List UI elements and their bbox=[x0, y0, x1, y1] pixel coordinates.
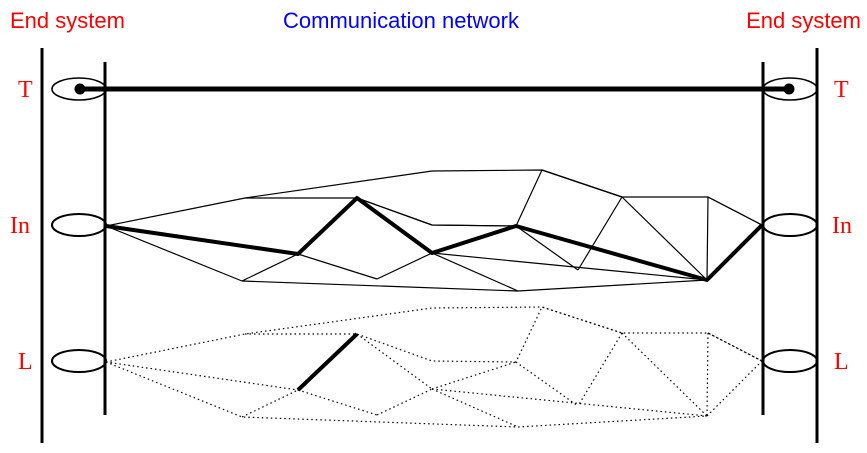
left-layer-t-label: T bbox=[18, 77, 33, 103]
transport-connection bbox=[51, 77, 818, 101]
left-layer-in-label: In bbox=[10, 213, 30, 239]
right-layer-l-label: L bbox=[834, 349, 849, 375]
link-edge bbox=[621, 332, 708, 417]
left-l-endpoint-ellipse bbox=[51, 349, 107, 373]
mesh-edge bbox=[431, 252, 519, 292]
end-system-boundaries bbox=[40, 48, 819, 443]
active-link-segment bbox=[296, 332, 359, 392]
link-edge bbox=[706, 360, 763, 417]
link-edge bbox=[515, 361, 579, 407]
mesh-edge bbox=[706, 196, 709, 281]
link-upper-outline bbox=[105, 306, 763, 363]
link-edge bbox=[431, 361, 517, 390]
mesh-edge bbox=[376, 252, 433, 280]
mesh-edge bbox=[297, 253, 378, 280]
link-edge bbox=[356, 333, 433, 390]
right-end-system-title: End system bbox=[746, 8, 861, 33]
link-edge bbox=[241, 389, 299, 418]
link-edge bbox=[376, 388, 433, 416]
mesh-edge bbox=[515, 225, 579, 271]
link-edge bbox=[431, 388, 708, 417]
mesh-upper-outline bbox=[105, 169, 763, 227]
link-edge bbox=[706, 332, 709, 417]
link-upper-inner bbox=[245, 306, 623, 363]
routed-path-line bbox=[105, 196, 764, 282]
mesh-upper-inner bbox=[245, 169, 623, 227]
mesh-edge bbox=[707, 196, 763, 226]
mesh-edge bbox=[431, 252, 708, 281]
communication-network-title: Communication network bbox=[283, 8, 519, 33]
internet-layer-mesh bbox=[105, 169, 763, 292]
left-end-system-title: End system bbox=[10, 8, 125, 33]
link-lower-outline bbox=[105, 361, 708, 428]
mesh-lower-outline bbox=[105, 225, 708, 292]
right-t-endpoint-dot bbox=[783, 83, 795, 95]
link-layer-mesh bbox=[105, 306, 763, 428]
right-layer-in-label: In bbox=[832, 213, 852, 239]
link-edge bbox=[577, 332, 623, 407]
mesh-edge bbox=[241, 253, 299, 282]
internet-layer-route bbox=[105, 196, 764, 282]
right-layer-t-label: T bbox=[834, 77, 849, 103]
right-l-endpoint-ellipse bbox=[762, 349, 818, 373]
left-layer-l-label: L bbox=[18, 349, 33, 375]
mesh-edge bbox=[577, 196, 623, 271]
link-edge bbox=[707, 332, 763, 362]
left-in-endpoint-ellipse bbox=[51, 213, 107, 237]
link-edge bbox=[297, 389, 378, 416]
left-t-endpoint-dot bbox=[74, 83, 86, 95]
link-edge bbox=[105, 361, 299, 391]
link-edge bbox=[431, 388, 519, 428]
mesh-edge bbox=[621, 196, 708, 281]
mesh-mid-inner bbox=[356, 197, 517, 227]
right-in-endpoint-ellipse bbox=[762, 213, 818, 237]
